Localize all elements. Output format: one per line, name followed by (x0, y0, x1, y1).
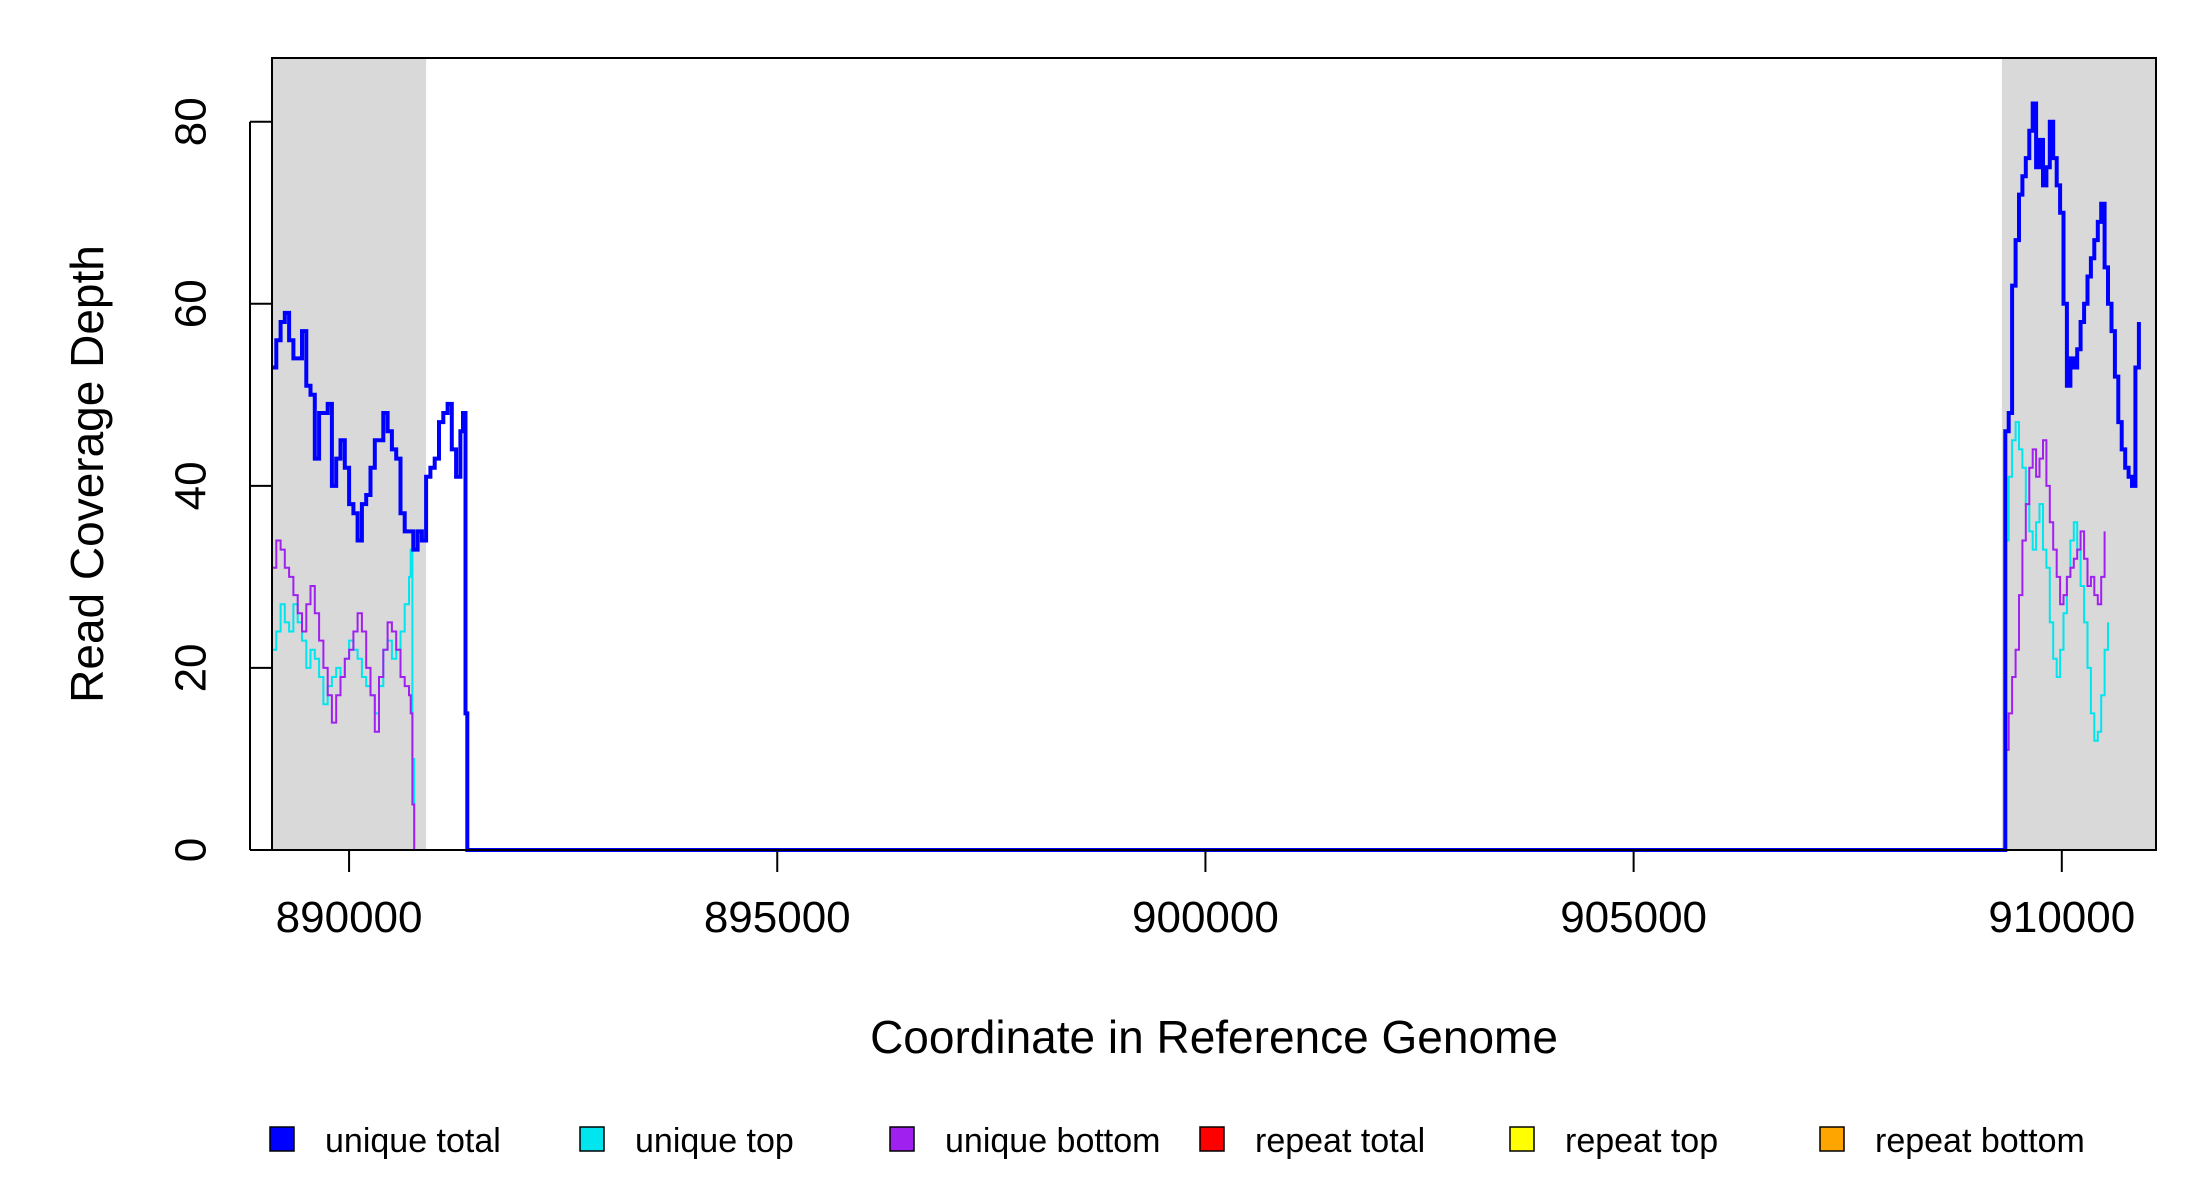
legend-item: unique total (269, 1122, 501, 1160)
shaded-region-1 (272, 58, 427, 850)
legend-label: repeat bottom (1875, 1122, 2085, 1160)
x-axis: 890000 895000 900000 905000 910000 (276, 849, 2135, 942)
legend-swatch (1199, 1126, 1225, 1152)
x-tick-label: 905000 (1560, 893, 1707, 942)
series-layer (272, 101, 2156, 852)
x-axis-title: Coordinate in Reference Genome (870, 1011, 1558, 1063)
legend-label: unique top (635, 1122, 794, 1160)
y-tick-label: 40 (167, 461, 216, 510)
x-tick-label: 890000 (276, 893, 423, 942)
legend-item: repeat bottom (1819, 1122, 2085, 1160)
legend-item: repeat top (1509, 1122, 1718, 1160)
legend-label: unique bottom (945, 1122, 1161, 1160)
y-tick-label: 0 (167, 838, 216, 862)
series-unique-total (272, 101, 2141, 852)
y-axis: 0 20 40 60 80 (167, 97, 272, 862)
legend: unique total unique top unique bottom repea… (269, 1122, 2085, 1160)
legend-label: unique total (325, 1122, 501, 1160)
legend-label: repeat total (1255, 1122, 1425, 1160)
x-tick-label: 895000 (704, 893, 851, 942)
shaded-region-2 (2001, 58, 2156, 850)
y-tick-label: 60 (167, 279, 216, 328)
plot-frame (271, 57, 2157, 851)
x-tick-label: 910000 (1988, 893, 2135, 942)
legend-label: repeat top (1565, 1122, 1718, 1160)
legend-swatch (1509, 1126, 1535, 1152)
series-unique-bottom (272, 439, 2106, 851)
legend-swatch (1819, 1126, 1845, 1152)
series-unique-top (272, 421, 2109, 851)
legend-item: repeat total (1199, 1122, 1425, 1160)
x-tick-label: 900000 (1132, 893, 1279, 942)
y-tick-label: 20 (167, 643, 216, 692)
legend-swatch (579, 1126, 605, 1152)
shaded-regions (272, 58, 2156, 850)
y-tick-label: 80 (167, 97, 216, 146)
y-axis-title: Read Coverage Depth (61, 245, 113, 703)
legend-swatch (269, 1126, 295, 1152)
legend-item: unique top (579, 1122, 794, 1160)
legend-item: unique bottom (889, 1122, 1161, 1160)
legend-swatch (889, 1126, 915, 1152)
